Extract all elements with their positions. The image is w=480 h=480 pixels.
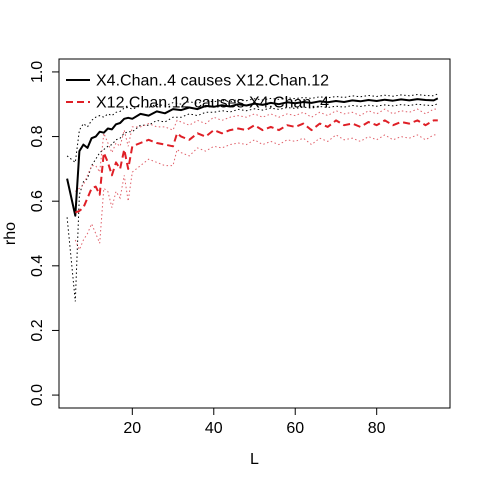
series-lines	[66, 97, 439, 217]
y-tick-label: 0.8	[29, 125, 46, 147]
series-1-line	[66, 97, 439, 217]
x-tick-label: 40	[205, 420, 223, 437]
y-tick-label: 0.6	[29, 190, 46, 212]
y-tick-label: 1.0	[29, 61, 46, 83]
x-axis: 20 40 60 80	[123, 407, 386, 437]
x-tick-label: 20	[123, 420, 141, 437]
y-tick-label: 0.0	[29, 384, 46, 406]
series-2-line	[74, 119, 438, 214]
x-axis-label: L	[250, 451, 259, 468]
y-tick-label: 0.4	[29, 255, 46, 277]
series-1-lower-bound	[66, 103, 439, 302]
x-tick-label: 60	[286, 420, 304, 437]
y-tick-label: 0.2	[29, 319, 46, 341]
confidence-bands	[66, 93, 439, 302]
legend-label-1: X4.Chan..4 causes X12.Chan.12	[96, 73, 329, 90]
legend-label-2: X12.Chan.12 causes X4.Chan..4	[96, 95, 329, 112]
series-1-upper-bound	[66, 93, 439, 164]
y-axis-label: rho	[2, 222, 19, 245]
series-2-lower-bound	[74, 134, 438, 251]
series-2-upper-bound	[74, 108, 438, 192]
legend: X4.Chan..4 causes X12.Chan.12 X12.Chan.12…	[66, 73, 329, 112]
x-tick-label: 80	[368, 420, 386, 437]
y-axis: 0.0 0.2 0.4 0.6 0.8 1.0	[29, 61, 60, 406]
